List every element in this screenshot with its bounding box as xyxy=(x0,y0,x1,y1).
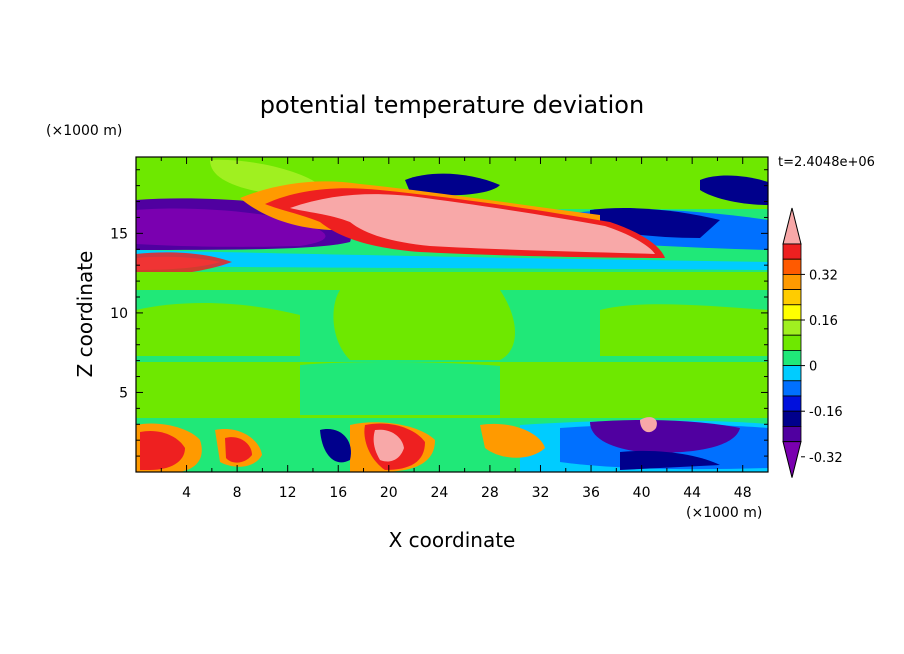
colorbar-top-triangle xyxy=(782,207,802,245)
x-tick-label: 16 xyxy=(329,485,347,501)
x-tick-label: 8 xyxy=(233,485,242,501)
navy-top-mid xyxy=(405,173,500,196)
chart-title: potential temperature deviation xyxy=(260,91,644,119)
colorbar-box xyxy=(782,410,802,427)
colorbar-box xyxy=(782,289,802,306)
colorbar-box xyxy=(782,395,802,412)
x-tick-label: 44 xyxy=(683,485,701,501)
colorbar-box xyxy=(782,319,802,336)
colorbar-box xyxy=(782,334,802,351)
x-tick-label: 20 xyxy=(380,485,398,501)
x-tick-label: 4 xyxy=(182,485,191,501)
bottom-navy-mid xyxy=(320,429,351,463)
colorbar-label: -0.32 xyxy=(809,451,843,466)
colorbar-box xyxy=(782,380,802,397)
x-tick-label: 24 xyxy=(430,485,448,501)
bottom-red-2 xyxy=(225,437,252,463)
y-tick-label: 5 xyxy=(119,385,128,401)
bottom-pink-3 xyxy=(373,429,404,462)
bottom-purple-right xyxy=(590,420,740,453)
x-tick-label: 36 xyxy=(582,485,600,501)
bottom-navy-right xyxy=(620,450,720,470)
lower-seagreen-patch xyxy=(300,362,500,415)
plot-frame xyxy=(135,156,769,473)
navy-top-right xyxy=(700,175,768,205)
y-axis-label: Z coordinate xyxy=(73,251,97,378)
colorbar-box xyxy=(782,243,802,260)
x-tick-label: 12 xyxy=(279,485,297,501)
contour-field xyxy=(136,157,768,472)
bottom-orange-mid xyxy=(480,423,545,458)
colorbar: 0.32 0.16 0 -0.16 -0.32 xyxy=(782,207,843,478)
colorbar-box xyxy=(782,365,802,382)
y-tick-label: 10 xyxy=(110,306,128,322)
time-label: t=2.4048e+06 xyxy=(778,155,875,170)
left-red-rim xyxy=(136,252,232,276)
x-tick-label: 40 xyxy=(633,485,651,501)
y-axis-ticks: 5 10 15 xyxy=(110,169,768,457)
colorbar-box xyxy=(782,425,802,442)
x-unit-label: (×1000 m) xyxy=(686,505,762,521)
colorbar-label: 0.16 xyxy=(809,314,838,329)
colorbar-box xyxy=(782,273,802,290)
colorbar-box xyxy=(782,304,802,321)
mid-green-bulge xyxy=(333,276,515,360)
colorbar-label: 0 xyxy=(809,360,817,375)
colorbar-bottom-triangle xyxy=(782,441,802,478)
y-unit-label: (×1000 m) xyxy=(46,123,122,139)
mid-green-left xyxy=(136,303,300,356)
colorbar-box xyxy=(782,349,802,366)
x-axis-label: X coordinate xyxy=(389,528,516,552)
colorbar-label: -0.16 xyxy=(809,405,843,420)
colorbar-label: 0.32 xyxy=(809,268,838,283)
x-tick-label: 32 xyxy=(532,485,550,501)
warm-plume-pink xyxy=(290,194,655,254)
x-axis-ticks: 4 8 12 16 20 24 28 32 36 40 44 48 xyxy=(160,157,769,501)
bottom-red-left xyxy=(140,430,185,470)
cyan-layer xyxy=(136,250,768,270)
x-tick-label: 48 xyxy=(734,485,752,501)
y-tick-label: 15 xyxy=(110,226,128,242)
colorbar-box xyxy=(782,258,802,275)
x-tick-label: 28 xyxy=(481,485,499,501)
bottom-pink-right xyxy=(640,417,657,433)
mid-green-right xyxy=(600,304,768,356)
